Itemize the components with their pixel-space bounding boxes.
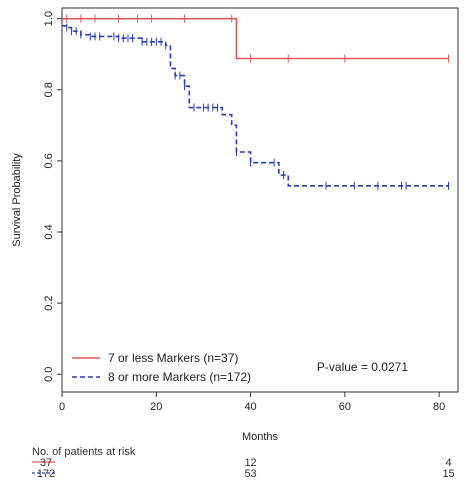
risk-value: 12 <box>244 457 256 469</box>
y-tick-label: 0.2 <box>43 295 55 310</box>
risk-value: 37 <box>40 457 52 469</box>
y-tick-label: 0.8 <box>43 82 55 97</box>
x-tick-label: 60 <box>339 401 351 413</box>
y-axis-title: Survival Probability <box>11 153 23 247</box>
plot-frame <box>61 7 459 393</box>
p-value-annotation: P-value = 0.0271 <box>317 360 408 374</box>
risk-value: 172 <box>37 468 55 480</box>
x-tick-label: 80 <box>433 401 445 413</box>
risk-value: 15 <box>442 468 454 480</box>
x-tick-label: 20 <box>150 401 162 413</box>
y-tick-label: 0.6 <box>43 153 55 168</box>
risk-value: 53 <box>244 468 256 480</box>
y-tick-label: 0.0 <box>43 367 55 382</box>
legend-label-1: 7 or less Markers (n=37) <box>108 351 238 365</box>
risk-value: 4 <box>446 457 452 469</box>
y-tick-label: 0.4 <box>43 224 55 239</box>
x-tick-label: 40 <box>244 401 256 413</box>
x-axis-title: Months <box>242 431 279 443</box>
y-tick-label: 1.0 <box>43 11 55 26</box>
x-tick-label: 0 <box>59 401 65 413</box>
risk-table-title: No. of patients at risk <box>32 446 136 458</box>
legend-label-2: 8 or more Markers (n=172) <box>108 370 251 384</box>
series-line-2 <box>62 24 449 187</box>
series-line-1 <box>62 17 449 60</box>
